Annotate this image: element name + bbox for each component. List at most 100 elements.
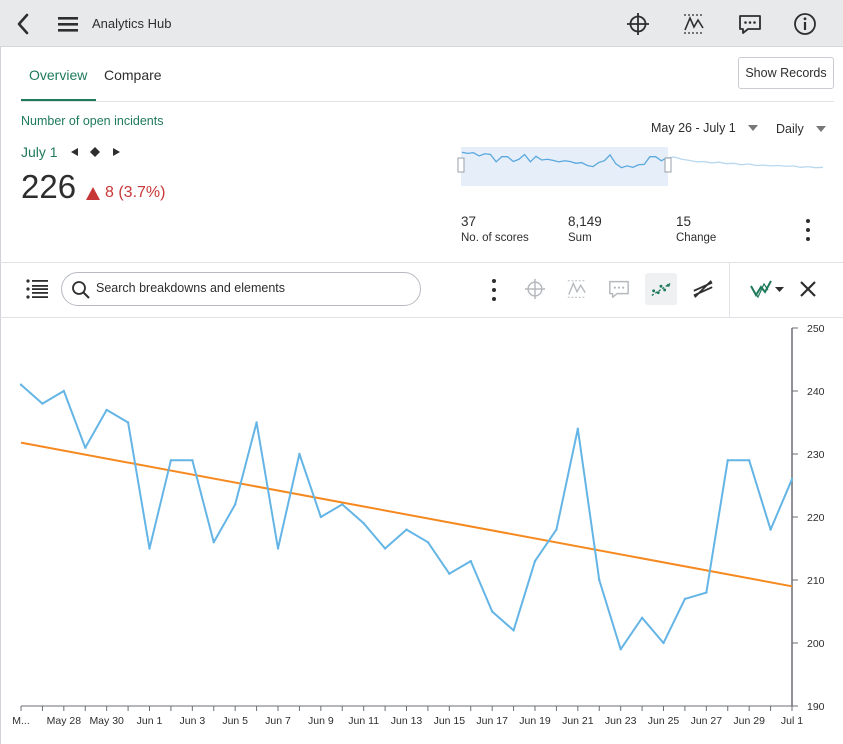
data-point [84, 446, 87, 449]
up-triangle-icon [86, 186, 100, 200]
chart-type-dropdown[interactable] [747, 273, 787, 305]
window-border [0, 0, 1, 744]
data-point [683, 597, 687, 601]
show-records-button[interactable]: Show Records [738, 57, 834, 89]
x-tick-label: Jul 1 [781, 715, 803, 727]
search-box [61, 272, 421, 306]
date-range-dropdown[interactable]: May 26 - July 1 [651, 121, 758, 135]
selected-range [461, 147, 668, 186]
x-tick-label: Jun 5 [222, 715, 248, 727]
more-options-icon[interactable] [801, 219, 815, 241]
metric-value: 226 [21, 168, 77, 205]
search-input[interactable] [96, 281, 406, 295]
info-icon[interactable] [792, 11, 818, 37]
data-point [298, 452, 301, 456]
close-icon[interactable] [792, 273, 824, 305]
metric-title: Number of open incidents [21, 114, 164, 128]
tab-compare[interactable]: Compare [104, 67, 162, 83]
data-point [341, 503, 344, 506]
y-tick-label: 230 [807, 449, 825, 461]
active-tab-indicator [21, 99, 96, 102]
tab-bar: Overview Compare [0, 47, 843, 102]
frequency-dropdown[interactable]: Daily [776, 122, 826, 136]
list-view-icon[interactable] [21, 273, 53, 305]
chevron-down-icon [747, 125, 758, 131]
date-range-label: May 26 - July 1 [651, 121, 736, 135]
data-point [426, 541, 430, 544]
data-point [598, 578, 601, 582]
chevron-down-icon [815, 126, 826, 132]
x-tick-label: Jun 29 [733, 715, 765, 727]
divider [21, 101, 834, 102]
more-options-icon[interactable] [487, 279, 501, 301]
stat-scores: 37 No. of scores [461, 214, 529, 244]
metric-change: 8 (3.7%) [86, 184, 165, 202]
data-point [105, 408, 108, 412]
data-point [619, 648, 622, 651]
data-point [276, 547, 280, 550]
data-point [469, 559, 472, 563]
stat-value: 8,149 [568, 214, 602, 229]
x-tick-label: M... [12, 715, 30, 727]
data-point [490, 610, 494, 613]
menu-icon[interactable] [55, 11, 81, 37]
x-tick-label: Jun 11 [348, 715, 379, 727]
data-point [19, 383, 23, 386]
app-header: Analytics Hub [0, 0, 843, 47]
data-point [319, 515, 323, 519]
x-tick-label: Jun 17 [476, 715, 508, 727]
y-tick-label: 190 [807, 701, 825, 713]
previous-date-icon[interactable] [68, 143, 82, 161]
back-icon[interactable] [10, 11, 36, 37]
x-tick-label: Jun 19 [519, 715, 551, 727]
data-point [212, 541, 215, 544]
data-point [576, 427, 580, 430]
trend-icon[interactable] [561, 273, 593, 305]
y-tick-label: 220 [807, 512, 825, 524]
y-tick-label: 240 [807, 386, 825, 398]
comment-icon[interactable] [603, 273, 635, 305]
sparkline-context-series [666, 156, 824, 169]
data-point [640, 616, 644, 619]
stat-label: No. of scores [461, 232, 529, 244]
trend-line [20, 441, 793, 588]
search-icon [72, 281, 90, 299]
stat-sum: 8,149 Sum [568, 214, 602, 244]
current-date-icon[interactable] [88, 143, 102, 161]
data-point [705, 591, 708, 594]
data-point [126, 421, 130, 424]
data-point [747, 459, 751, 462]
x-tick-label: Jun 23 [605, 715, 637, 727]
overview-sparkline[interactable] [456, 143, 828, 191]
hide-forecast-icon[interactable] [687, 273, 719, 305]
trendline-scatter-icon[interactable] [645, 273, 677, 305]
target-icon[interactable] [519, 273, 551, 305]
target-icon[interactable] [625, 11, 651, 37]
data-point [383, 547, 387, 550]
selected-date[interactable]: July 1 [21, 144, 58, 160]
metric-change-value: 8 (3.7%) [105, 184, 166, 201]
data-point [62, 389, 66, 393]
stat-label: Change [676, 232, 717, 244]
y-tick-label: 200 [807, 638, 825, 650]
data-point [448, 572, 451, 575]
next-date-icon[interactable] [109, 143, 123, 161]
x-tick-label: May 30 [89, 715, 124, 727]
tab-overview[interactable]: Overview [29, 67, 88, 83]
x-tick-label: Jun 1 [137, 715, 163, 727]
divider [0, 317, 843, 318]
comment-icon[interactable] [737, 11, 763, 37]
data-point [662, 641, 665, 645]
incidents-line-chart[interactable]: 190 200 210 220 230 240 250 M... May 28 May 30 Jun… [0, 318, 843, 744]
range-handle-end[interactable] [664, 157, 672, 173]
data-point [255, 421, 258, 424]
data-point [148, 547, 151, 550]
line-chart-icon [750, 280, 784, 299]
trend-icon[interactable] [681, 11, 707, 37]
divider [0, 262, 843, 263]
x-tick-label: Jun 9 [308, 715, 334, 727]
x-tick-label: Jun 7 [265, 715, 291, 727]
range-handle-start[interactable] [457, 157, 465, 173]
stat-value: 15 [676, 214, 692, 229]
data-point [233, 503, 237, 506]
